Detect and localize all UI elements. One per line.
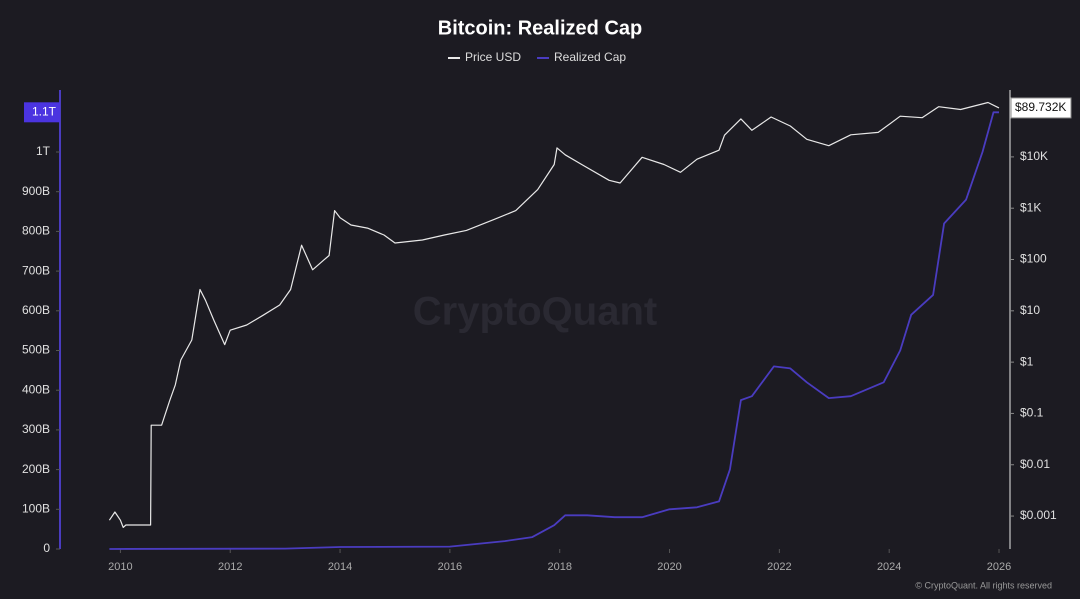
legend-label: Price USD: [465, 50, 521, 64]
x-tick-label: 2018: [547, 561, 571, 573]
footer: © CryptoQuant. All rights reserved: [915, 580, 1052, 590]
x-tick-label: 2026: [987, 561, 1011, 573]
last-value-box: [24, 102, 60, 123]
y2-tick-label: $1: [1020, 354, 1034, 368]
y2-tick-label: $0.01: [1020, 457, 1050, 471]
y2-tick-label: $10: [1020, 303, 1040, 317]
y2-tick-label: $10K: [1020, 149, 1048, 163]
y2-tick-label: $1K: [1020, 200, 1041, 214]
x-tick-label: 2012: [218, 561, 242, 573]
y-tick-label: 0: [43, 541, 50, 555]
y-tick-label: 800B: [22, 224, 50, 238]
series-line: [109, 111, 999, 550]
last-value-box: [1010, 97, 1072, 119]
x-tick-label: 2020: [657, 561, 681, 573]
x-tick-label: 2016: [438, 561, 462, 573]
last-value-label: 1.1T: [24, 102, 60, 123]
y-tick-label: 400B: [22, 382, 50, 396]
series-line: [108, 101, 1000, 528]
x-tick-label: 2014: [328, 561, 352, 573]
y-tick-label: 300B: [22, 422, 50, 436]
y2-tick-label: $100: [1020, 252, 1047, 266]
watermark: CryptoQuant: [413, 290, 657, 334]
y2-tick-label: $0.001: [1020, 508, 1057, 522]
y-tick-label: 1T: [36, 144, 51, 158]
y2-tick-label: $0.1: [1020, 406, 1044, 420]
last-value-text: $89.732K: [1015, 100, 1066, 114]
last-value-label: $89.732K: [1010, 97, 1072, 119]
chart-title: Bitcoin: Realized Cap: [438, 17, 642, 39]
x-tick-label: 2022: [767, 561, 791, 573]
x-tick-label: 2024: [877, 561, 901, 573]
last-value-text: 1.1T: [32, 104, 57, 118]
y-tick-label: 200B: [22, 462, 50, 476]
legend-label: Realized Cap: [554, 50, 626, 64]
y-tick-label: 700B: [22, 263, 50, 277]
y-tick-label: 500B: [22, 343, 50, 357]
y-tick-label: 100B: [22, 501, 50, 515]
y-tick-label: 900B: [22, 184, 50, 198]
legend: Price USD Realized Cap: [448, 50, 626, 64]
y-tick-label: 600B: [22, 303, 50, 317]
x-tick-label: 2010: [108, 561, 132, 573]
